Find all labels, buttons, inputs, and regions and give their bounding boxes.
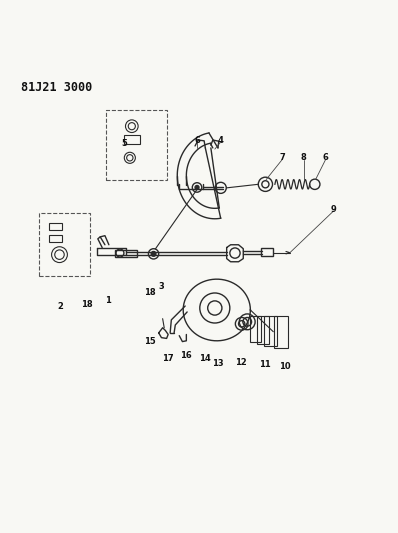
- Text: 13: 13: [212, 359, 224, 368]
- Text: 6: 6: [194, 135, 200, 144]
- Text: 11: 11: [259, 360, 271, 369]
- Text: 7: 7: [279, 154, 285, 163]
- Text: 17: 17: [162, 354, 173, 362]
- Bar: [124, 135, 140, 144]
- Text: 3: 3: [158, 282, 164, 291]
- Bar: [264, 316, 277, 345]
- Circle shape: [195, 185, 199, 189]
- Text: 10: 10: [279, 361, 291, 370]
- Bar: [49, 223, 62, 230]
- Bar: [261, 247, 273, 256]
- Text: 12: 12: [235, 358, 246, 367]
- Text: 4: 4: [218, 135, 224, 144]
- Bar: [258, 316, 269, 344]
- Text: 18: 18: [144, 288, 155, 297]
- Text: 16: 16: [180, 351, 192, 360]
- Text: 5: 5: [121, 140, 127, 149]
- Text: 8: 8: [301, 154, 306, 163]
- Text: 2: 2: [57, 302, 63, 311]
- Text: 14: 14: [199, 354, 211, 362]
- Text: 15: 15: [144, 337, 156, 346]
- Circle shape: [151, 252, 156, 256]
- Text: 6: 6: [322, 154, 328, 163]
- Text: 81J21 3000: 81J21 3000: [21, 80, 92, 94]
- Bar: [115, 250, 137, 257]
- Text: 1: 1: [105, 296, 111, 304]
- Bar: [106, 110, 168, 180]
- Bar: [39, 213, 90, 277]
- Bar: [274, 316, 288, 348]
- Bar: [49, 235, 62, 241]
- Bar: [250, 316, 261, 342]
- Text: 18: 18: [80, 300, 92, 309]
- Text: 9: 9: [330, 205, 336, 214]
